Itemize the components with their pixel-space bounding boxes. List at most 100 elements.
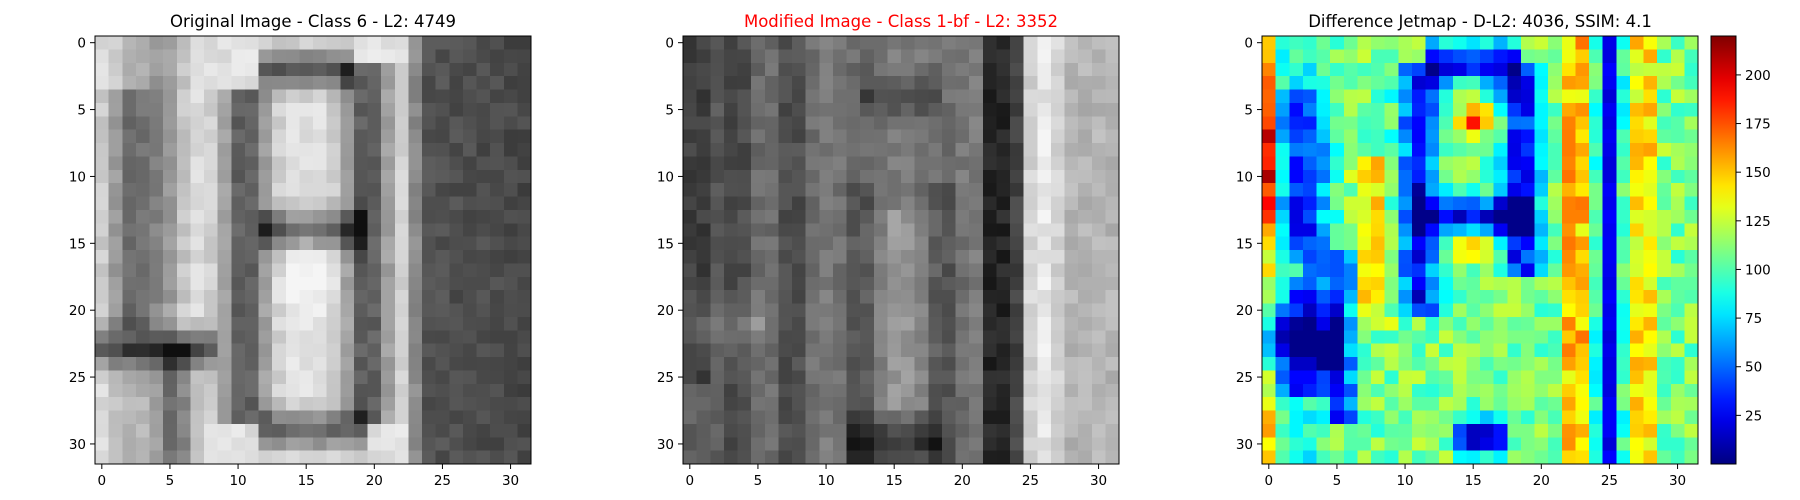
pixel-cell [422,370,437,385]
pixel-cell [1670,223,1685,238]
pixel-cell [272,36,287,50]
pixel-cell [901,450,916,465]
pixel-cell [1561,129,1576,144]
pixel-cell [1439,410,1454,425]
pixel-cell [710,263,725,278]
pixel-cell [272,316,287,331]
pixel-cell [1616,36,1631,50]
colorbar-tick-label: 100 [1745,262,1771,278]
pixel-cell [108,263,123,278]
pixel-cell [696,62,711,77]
pixel-cell [1589,263,1604,278]
pixel-cell [1561,343,1576,358]
pixel-cell [449,236,464,251]
pixel-cell [723,437,739,452]
pixel-cell [1262,276,1277,291]
pixel-cell [996,223,1011,238]
pixel-cell [751,143,766,157]
pixel-cell [819,156,834,171]
pixel-cell [1616,102,1631,117]
pixel-cell [1037,316,1052,331]
pixel-cell [503,49,518,64]
pixel-cell [1091,196,1106,211]
pixel-cell [285,357,300,371]
pixel-cell [1064,343,1079,358]
pixel-cell [1548,410,1563,425]
pixel-cell [764,143,779,157]
pixel-cell [1064,410,1079,425]
pixel-cell [1589,343,1604,358]
pixel-cell [476,156,491,171]
pixel-cell [832,36,848,50]
x-tick-label: 0 [686,473,695,489]
pixel-cell [1616,330,1631,345]
pixel-cell [1493,423,1508,438]
pixel-cell [1439,62,1454,77]
pixel-cell [204,343,219,358]
pixel-cell [1589,410,1604,425]
pixel-cell [285,410,300,425]
pixel-cell [272,290,287,305]
pixel-cell [683,290,698,305]
pixel-cell [313,209,328,224]
pixel-cell [860,343,875,358]
pixel-cell [1425,303,1440,318]
pixel-cell [381,76,396,91]
pixel-cell [503,316,518,331]
pixel-cell [1452,450,1467,465]
pixel-cell [490,357,505,371]
pixel-cell [1575,303,1590,318]
pixel-cell [901,76,916,91]
pixel-cell [285,316,300,331]
pixel-cell [751,263,766,278]
pixel-cell [1589,357,1604,371]
pixel-cell [819,316,834,331]
pixel-cell [149,76,164,91]
pixel-cell [1466,437,1481,452]
pixel-cell [1670,36,1685,50]
pixel-cell [1343,330,1358,345]
pixel-cell [1302,62,1318,77]
pixel-cell [1023,357,1038,371]
pixel-cell [1037,76,1052,91]
pixel-cell [367,343,382,358]
pixel-cell [204,316,219,331]
pixel-cell [1037,129,1052,144]
pixel-cell [683,156,698,171]
pixel-cell [503,437,518,452]
pixel-cell [503,183,518,198]
pixel-cell [955,290,970,305]
pixel-cell [285,102,300,117]
pixel-cell [1302,370,1318,385]
pixel-cell [846,116,861,131]
pixel-cell [1302,397,1318,412]
pixel-cell [1275,397,1290,412]
pixel-cell [751,156,766,171]
pixel-cell [149,196,164,211]
pixel-cell [969,102,984,117]
pixel-cell [1330,357,1345,371]
pixel-cell [1010,156,1025,171]
pixel-cell [1602,223,1617,238]
pixel-cell [751,316,766,331]
pixel-cell [1275,196,1290,211]
pixel-cell [1643,330,1658,345]
pixel-cell [1371,276,1386,291]
pixel-cell [108,169,123,184]
pixel-cell [244,250,260,264]
pixel-cell [1643,410,1658,425]
pixel-cell [1643,196,1658,211]
pixel-cell [108,116,123,131]
pixel-cell [258,156,273,171]
pixel-cell [1629,36,1645,50]
pixel-cell [449,89,464,104]
pixel-cell [1398,236,1413,251]
pixel-cell [135,102,151,117]
pixel-cell [1670,102,1685,117]
pixel-cell [710,423,725,438]
pixel-cell [1616,343,1631,358]
pixel-cell [176,276,191,291]
pixel-cell [1010,209,1025,224]
pixel-cell [1657,129,1672,144]
